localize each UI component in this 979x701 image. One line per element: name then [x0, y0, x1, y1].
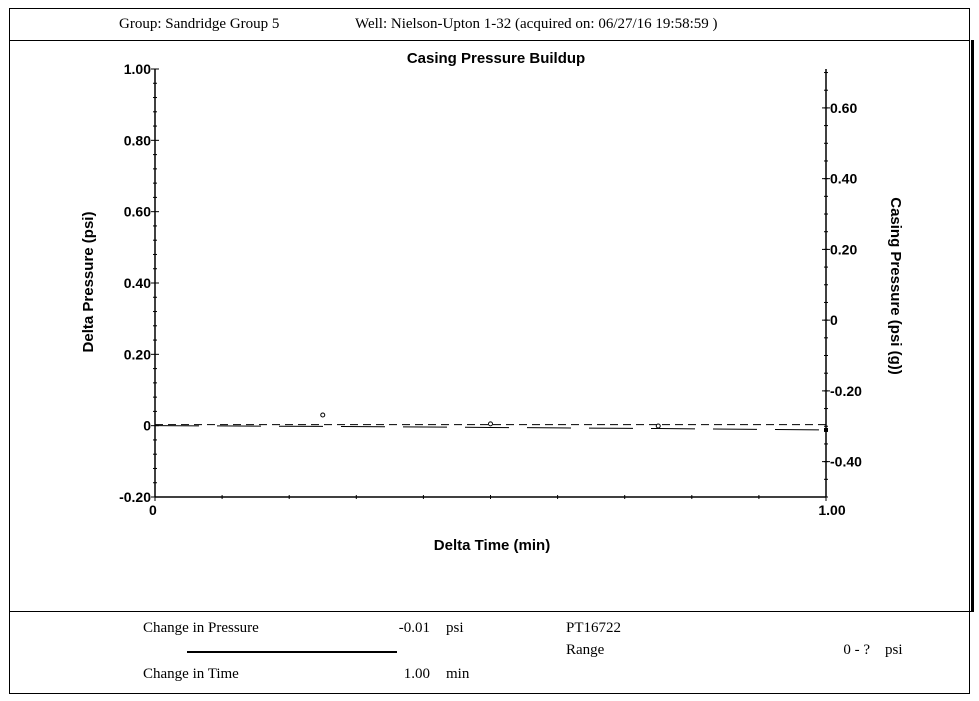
y2-tick-label: -0.20	[830, 383, 862, 399]
fraction-bar	[187, 651, 397, 653]
data-point	[320, 412, 326, 418]
y2-tick-label: 0	[830, 312, 838, 328]
y2-axis-label: Casing Pressure (psi (g))	[887, 197, 904, 375]
y-tick-label: 0.80	[124, 132, 151, 148]
well-label: Well: Nielson-Upton 1-32 (acquired on: 0…	[355, 16, 718, 32]
y2-tick-label: 0.60	[830, 100, 857, 116]
change-time-unit: min	[446, 666, 470, 682]
change-pressure-unit: psi	[446, 620, 464, 636]
delta-pressure-line	[154, 425, 827, 431]
end-marker	[824, 427, 828, 432]
range-label: Range	[566, 642, 605, 658]
y-tick-label: 0.60	[124, 204, 151, 220]
x-tick-label: 0	[149, 502, 157, 518]
data-point	[488, 421, 493, 427]
chart-panel	[9, 40, 974, 612]
y2-tick-label: -0.40	[830, 454, 862, 470]
report-frame	[9, 8, 970, 694]
y-tick-label: 0	[143, 418, 151, 434]
y2-tick-label: 0.20	[830, 241, 857, 257]
group-label: Group: Sandridge Group 5	[119, 16, 280, 32]
change-time-label: Change in Time	[143, 666, 239, 682]
range-unit: psi	[885, 642, 903, 658]
change-pressure-value: -0.01	[398, 620, 430, 636]
change-pressure-label: Change in Pressure	[143, 620, 259, 636]
y2-tick-label: 0.40	[830, 171, 857, 187]
chart-title: Casing Pressure Buildup	[407, 50, 585, 67]
series-layer	[154, 412, 828, 432]
y-axis-label: Delta Pressure (psi)	[80, 212, 97, 353]
y-tick-label: 0.40	[124, 275, 151, 291]
x-tick-label: 1.00	[818, 502, 845, 518]
data-point	[655, 423, 661, 429]
range-value: 0 - ?	[843, 642, 870, 658]
change-time-value: 1.00	[403, 666, 430, 682]
y-tick-label: -0.20	[119, 489, 151, 505]
header-bar: Group: Sandridge Group 5 Well: Nielson-U…	[9, 8, 970, 41]
x-axis-label: Delta Time (min)	[434, 537, 550, 554]
y-tick-label: 0.20	[124, 346, 151, 362]
sensor-id: PT16722	[566, 620, 622, 636]
y-tick-label: 1.00	[124, 61, 151, 77]
chart-axes: -0.2000.200.400.600.801.00-0.40-0.2000.2…	[119, 61, 862, 518]
